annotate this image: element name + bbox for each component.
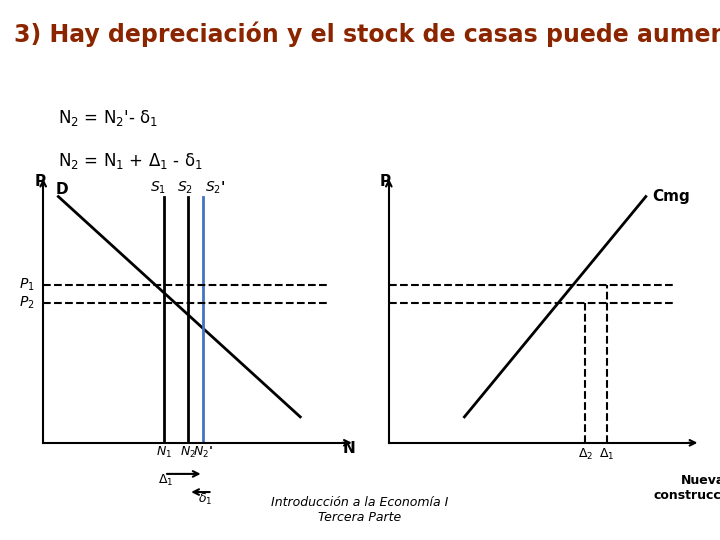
Text: $S_2$: $S_2$ — [177, 179, 194, 196]
Text: Nuevas
construcciones: Nuevas construcciones — [654, 474, 720, 502]
Text: $N_2$': $N_2$' — [194, 445, 214, 460]
Text: $N_1$: $N_1$ — [156, 445, 172, 460]
Text: Introducción a la Economía I
Tercera Parte: Introducción a la Economía I Tercera Par… — [271, 496, 449, 524]
Text: P: P — [34, 173, 45, 188]
Text: $P_2$: $P_2$ — [19, 295, 34, 311]
Text: $S_1$: $S_1$ — [150, 179, 166, 196]
Text: Cmg: Cmg — [652, 189, 690, 204]
Text: D: D — [55, 182, 68, 197]
Text: $S_2$': $S_2$' — [205, 179, 225, 196]
Text: $N_2$: $N_2$ — [181, 445, 197, 460]
Text: $\Delta_1$: $\Delta_1$ — [599, 447, 614, 462]
Text: $\Delta_2$: $\Delta_2$ — [577, 447, 593, 462]
Text: $\delta_1$: $\delta_1$ — [198, 491, 212, 507]
Text: N: N — [342, 441, 355, 456]
Text: N$_2$ = N$_1$ + Δ$_1$ - δ$_1$: N$_2$ = N$_1$ + Δ$_1$ - δ$_1$ — [58, 151, 202, 171]
Text: $\Delta_1$: $\Delta_1$ — [158, 473, 174, 488]
Text: P: P — [379, 173, 391, 188]
Text: N$_2$ = N$_2$'- δ$_1$: N$_2$ = N$_2$'- δ$_1$ — [58, 108, 158, 128]
Text: $P_1$: $P_1$ — [19, 276, 34, 293]
Text: 3) Hay depreciación y el stock de casas puede aumentar: 3) Hay depreciación y el stock de casas … — [14, 22, 720, 47]
